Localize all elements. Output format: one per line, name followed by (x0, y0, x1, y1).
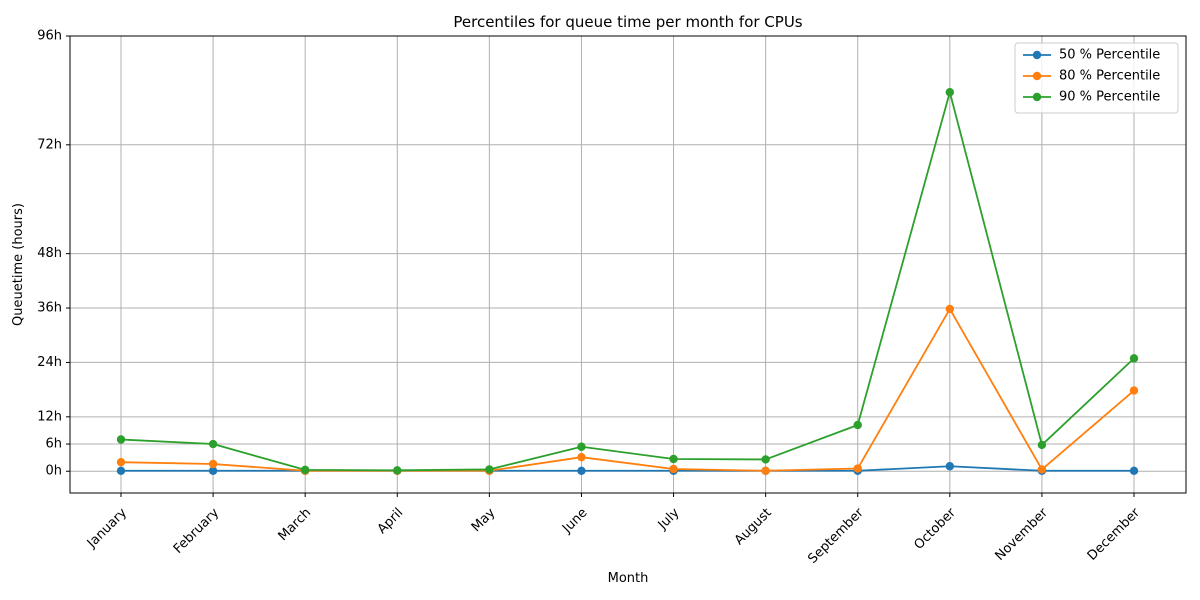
series-line (120, 91, 1135, 472)
data-point (853, 420, 862, 430)
y-axis-ticks: 0h 6h 12h 24h 36h 48h 72h 96h (37, 29, 70, 479)
y-tick-label: 6h (45, 437, 62, 452)
legend-label: 50 % Percentile (1059, 48, 1160, 63)
data-point (761, 466, 770, 475)
legend: 50 % Percentile 80 % Percentile 90 % Perce… (1014, 42, 1179, 114)
data-point (393, 466, 402, 475)
legend-swatch-marker (1032, 92, 1042, 102)
legend-swatch-marker (1032, 71, 1042, 81)
data-point (1129, 354, 1139, 363)
data-point (1037, 440, 1047, 450)
legend-label: 90 % Percentile (1059, 90, 1160, 105)
data-point (853, 464, 862, 473)
data-point (577, 466, 586, 475)
data-point (116, 457, 126, 467)
data-point (669, 464, 678, 474)
data-point (300, 465, 310, 475)
x-axis-title: Month (608, 571, 649, 586)
data-point (945, 462, 955, 471)
y-tick-label: 24h (37, 355, 62, 370)
y-tick-label: 48h (37, 246, 62, 261)
data-point (485, 465, 494, 474)
legend-frame (1014, 42, 1179, 114)
y-tick-label: 12h (37, 409, 62, 424)
data-point (761, 455, 770, 464)
data-point (945, 304, 955, 314)
legend-item: 90 % Percentile (1023, 90, 1160, 105)
legend-label: 80 % Percentile (1059, 69, 1160, 84)
y-axis-title: Queuetime (hours) (11, 203, 26, 326)
series-line (120, 308, 1135, 472)
y-tick-label: 0h (45, 464, 62, 479)
series-line (121, 465, 1134, 472)
y-tick-label: 36h (37, 301, 62, 316)
legend-swatch-marker (1032, 50, 1042, 60)
series-layer (116, 88, 1139, 475)
chart-title: Percentiles for queue time per month for… (453, 13, 802, 31)
series-group (116, 88, 1139, 475)
data-point (577, 452, 586, 462)
data-point (669, 454, 678, 464)
data-point (116, 466, 126, 475)
data-point (208, 459, 218, 469)
data-point (577, 442, 586, 451)
data-point (1129, 466, 1139, 475)
legend-item: 80 % Percentile (1023, 69, 1160, 84)
data-point (208, 439, 218, 449)
legend-item: 50 % Percentile (1023, 48, 1160, 63)
y-tick-label: 72h (37, 137, 62, 152)
data-point (1037, 465, 1047, 474)
data-point (1129, 386, 1139, 395)
data-point (208, 466, 218, 475)
plot-frame (69, 35, 1187, 494)
data-point (945, 88, 955, 97)
y-tick-label: 96h (37, 29, 62, 44)
data-point (116, 435, 126, 444)
